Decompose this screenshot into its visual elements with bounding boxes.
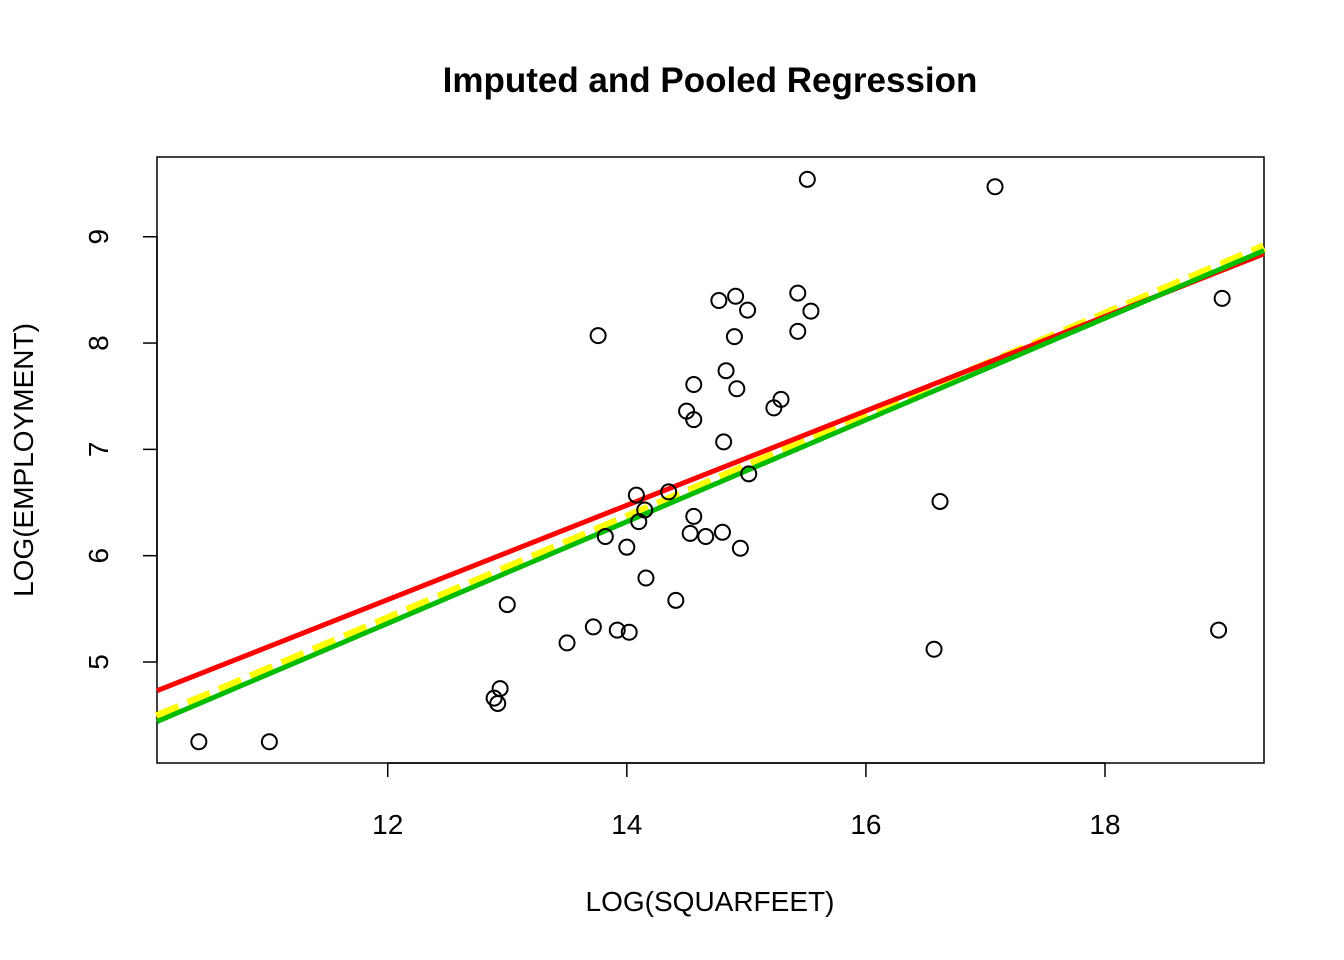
data-point [986,178,1004,196]
data-point [667,591,685,609]
data-point [660,483,678,501]
x-tick-label: 18 [1089,809,1120,840]
data-point [637,569,655,587]
data-point [1213,289,1231,307]
data-point [636,501,654,519]
data-point [685,376,703,394]
data-point [489,694,507,712]
data-point [931,492,949,510]
data-point [618,538,636,556]
data-point [498,596,516,614]
data-point [260,733,278,751]
data-points [190,170,1231,751]
data-point [620,623,638,641]
data-point [589,327,607,345]
data-point [728,380,746,398]
data-point [713,523,731,541]
data-point [697,528,715,546]
y-tick-label: 9 [83,229,114,245]
data-point [710,292,728,310]
data-point [740,465,758,483]
data-point [739,301,757,319]
data-point [789,284,807,302]
data-point [558,634,576,652]
y-axis-label: LOG(EMPLOYMENT) [8,323,39,597]
data-point [715,433,733,451]
x-tick-label: 14 [611,809,642,840]
data-point [789,322,807,340]
y-axis: 5 6 7 8 9 [83,229,158,670]
regression-line-3 [156,248,1265,724]
data-point [596,528,614,546]
data-point [681,524,699,542]
data-point [727,287,745,305]
data-point [798,170,816,188]
data-point [685,411,703,429]
y-tick-label: 6 [83,548,114,564]
x-tick-label: 12 [372,809,403,840]
y-tick-label: 8 [83,335,114,351]
data-point [627,486,645,504]
x-axis-label: LOG(SQUARFEET) [586,886,835,917]
data-point [491,680,509,698]
plot-frame [156,156,1265,764]
data-point [925,640,943,658]
data-point [685,507,703,525]
data-point [725,328,743,346]
data-point [802,302,820,320]
data-point [717,362,735,380]
chart-title: Imputed and Pooled Regression [443,61,978,100]
x-tick-label: 16 [850,809,881,840]
y-tick-label: 7 [83,442,114,458]
y-tick-label: 5 [83,654,114,670]
data-point [584,618,602,636]
data-point [1210,621,1228,639]
data-point [731,539,749,557]
x-axis: 12 14 16 18 [372,762,1121,840]
regression-lines [155,242,1266,724]
data-point [608,621,626,639]
data-point [190,733,208,751]
data-point [772,390,790,408]
